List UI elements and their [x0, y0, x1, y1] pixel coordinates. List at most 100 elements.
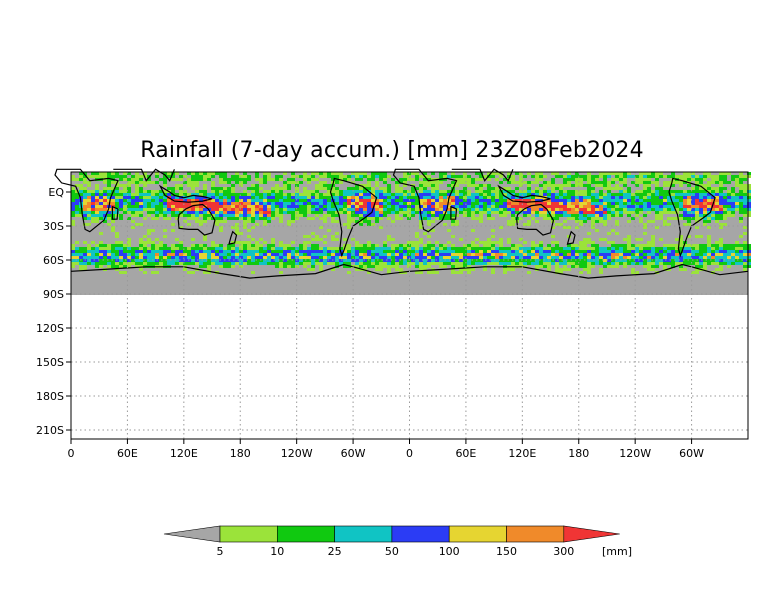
rain-cell — [255, 250, 259, 253]
rain-cell — [663, 247, 667, 250]
rain-cell — [423, 268, 427, 271]
rain-cell — [647, 256, 651, 259]
rain-cell — [279, 208, 283, 211]
rain-cell — [559, 247, 563, 250]
rain-cell — [323, 235, 327, 238]
rain-cell — [623, 238, 627, 241]
rain-cell — [123, 187, 127, 190]
rain-cell — [187, 202, 191, 205]
rain-cell — [639, 202, 643, 205]
rain-cell — [155, 250, 159, 253]
rain-cell — [131, 181, 135, 184]
rain-cell — [323, 184, 327, 187]
rain-cell — [567, 244, 571, 247]
rain-cell — [211, 214, 215, 217]
rain-cell — [183, 250, 187, 253]
rain-cell — [631, 205, 635, 208]
rain-cell — [79, 262, 83, 265]
rain-cell — [611, 178, 615, 181]
rain-cell — [235, 253, 239, 256]
coastlines — [54, 168, 749, 279]
rain-cell — [367, 262, 371, 265]
rain-cell — [399, 190, 403, 193]
rain-cell — [375, 199, 379, 202]
rain-cell — [147, 190, 151, 193]
rain-cell — [619, 247, 623, 250]
rain-cell — [647, 241, 651, 244]
rain-cell — [535, 199, 539, 202]
rain-cell — [139, 259, 143, 262]
rain-cell — [647, 196, 651, 199]
rain-cell — [695, 202, 699, 205]
rain-cell — [587, 208, 591, 211]
rain-cell — [295, 196, 299, 199]
rain-cell — [691, 253, 695, 256]
rain-cell — [699, 193, 703, 196]
rain-cell — [747, 196, 751, 199]
rain-cell — [87, 250, 91, 253]
rain-cell — [575, 244, 579, 247]
rain-cell — [355, 244, 359, 247]
rain-cell — [707, 190, 711, 193]
rain-cell — [227, 217, 231, 220]
rain-cell — [91, 220, 95, 223]
rain-cell — [443, 217, 447, 220]
rain-cell — [299, 244, 303, 247]
rain-cell — [415, 211, 419, 214]
rain-cell — [615, 253, 619, 256]
rain-cell — [419, 238, 423, 241]
rain-cell — [383, 253, 387, 256]
rain-cell — [591, 250, 595, 253]
rain-cell — [639, 253, 643, 256]
rain-cell — [439, 202, 443, 205]
rain-cell — [563, 214, 567, 217]
rain-cell — [339, 193, 343, 196]
rain-cell — [443, 208, 447, 211]
rain-cell — [367, 256, 371, 259]
rain-cell — [507, 202, 511, 205]
rain-cell — [423, 178, 427, 181]
rain-cell — [107, 214, 111, 217]
rain-cell — [307, 208, 311, 211]
rain-cell — [455, 181, 459, 184]
rain-cell — [131, 256, 135, 259]
rain-cell — [107, 184, 111, 187]
rain-cell — [339, 175, 343, 178]
rain-cell — [387, 259, 391, 262]
rain-cell — [599, 220, 603, 223]
rain-cell — [743, 211, 747, 214]
rain-cell — [95, 253, 99, 256]
rain-cell — [299, 250, 303, 253]
rain-cell — [259, 217, 263, 220]
rain-cell — [255, 196, 259, 199]
rain-cell — [171, 175, 175, 178]
rain-cell — [187, 184, 191, 187]
rain-cell — [559, 205, 563, 208]
rain-cell — [119, 205, 123, 208]
rain-cell — [691, 256, 695, 259]
rain-cell — [331, 178, 335, 181]
rain-cell — [707, 196, 711, 199]
rain-cell — [239, 265, 243, 268]
rain-cell — [283, 205, 287, 208]
rain-cell — [103, 187, 107, 190]
rain-cell — [639, 250, 643, 253]
rain-cell — [99, 256, 103, 259]
rain-cell — [367, 265, 371, 268]
rain-cell — [427, 217, 431, 220]
rain-cell — [463, 211, 467, 214]
rain-cell — [643, 190, 647, 193]
rain-cell — [675, 253, 679, 256]
rain-cell — [567, 199, 571, 202]
rain-cell — [159, 256, 163, 259]
rain-cell — [599, 253, 603, 256]
rain-cell — [619, 181, 623, 184]
rain-cell — [711, 217, 715, 220]
rain-cell — [463, 199, 467, 202]
rain-cell — [207, 262, 211, 265]
rain-cell — [619, 199, 623, 202]
rain-cell — [467, 244, 471, 247]
rain-cell — [539, 175, 543, 178]
rain-cell — [103, 256, 107, 259]
rain-cell — [703, 250, 707, 253]
